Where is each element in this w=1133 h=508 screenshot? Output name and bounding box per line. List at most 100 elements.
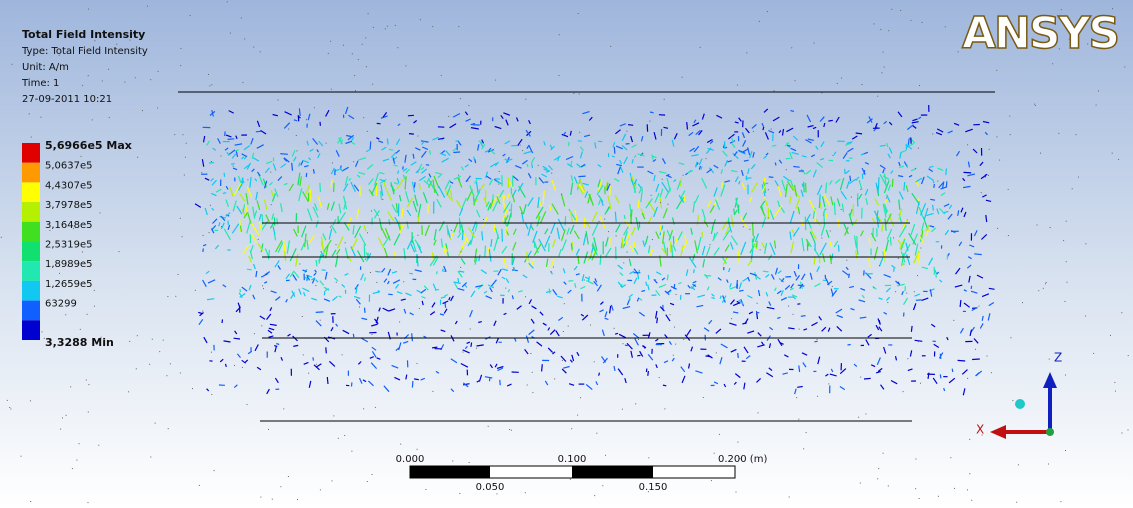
speckle <box>821 92 823 94</box>
field-vector <box>264 167 270 174</box>
scale-label: 0.000 <box>396 454 425 465</box>
field-vector <box>348 114 355 120</box>
field-vector <box>257 173 264 186</box>
field-vector <box>481 143 486 150</box>
field-vector <box>560 229 566 241</box>
field-vector <box>362 379 367 383</box>
field-vector <box>378 307 381 312</box>
speckle <box>417 135 419 137</box>
field-vector <box>791 151 799 155</box>
field-vector <box>962 177 966 182</box>
field-vector <box>701 209 706 221</box>
speckle <box>244 38 246 40</box>
field-vector <box>883 120 888 125</box>
field-vector <box>358 377 363 384</box>
field-vector <box>731 143 736 148</box>
field-vector <box>985 199 992 202</box>
field-vector <box>343 201 347 210</box>
speckle <box>262 285 264 287</box>
speckle <box>1052 63 1054 65</box>
field-vector <box>896 283 905 287</box>
field-vector <box>919 236 925 244</box>
field-vector <box>312 168 315 174</box>
speckle <box>353 161 355 163</box>
field-vector <box>633 242 636 250</box>
speckle <box>220 155 222 157</box>
speckle <box>1127 429 1129 431</box>
speckle <box>605 454 606 456</box>
field-vector <box>482 216 488 227</box>
field-vector <box>681 375 686 384</box>
field-vector <box>338 295 342 298</box>
legend-swatch <box>22 143 40 163</box>
field-vector <box>405 168 410 174</box>
field-vector <box>620 241 623 249</box>
speckle <box>921 22 923 23</box>
field-vector <box>503 312 507 316</box>
speckle <box>98 444 100 446</box>
speckle <box>1071 188 1073 190</box>
field-vector <box>883 346 887 354</box>
speckle <box>483 219 484 220</box>
field-vector <box>541 364 543 372</box>
field-vector <box>830 196 834 206</box>
field-vector <box>342 166 349 172</box>
field-vector <box>798 365 801 373</box>
speckle <box>531 371 533 373</box>
field-vector <box>790 241 795 254</box>
field-vector <box>503 215 509 225</box>
speckle <box>260 496 262 498</box>
speckle <box>537 164 539 166</box>
field-vector <box>981 293 990 298</box>
field-vector <box>539 311 544 316</box>
field-vector <box>898 175 904 178</box>
speckle <box>59 272 60 274</box>
field-vector <box>271 213 275 220</box>
field-vector <box>487 284 495 289</box>
field-vector <box>512 175 519 182</box>
field-vector <box>861 167 866 175</box>
field-vector <box>792 135 799 141</box>
z-label: Z <box>1054 351 1062 365</box>
field-vector <box>738 117 742 122</box>
field-vector <box>410 243 416 253</box>
speckle <box>1098 90 1099 92</box>
field-vector <box>726 279 729 283</box>
field-vector <box>868 256 871 268</box>
field-vector <box>899 238 906 250</box>
field-vector <box>266 388 270 395</box>
field-vector <box>319 182 321 193</box>
speckle <box>229 32 231 34</box>
field-vector <box>198 311 203 315</box>
speckle <box>1121 312 1123 314</box>
speckle <box>521 212 523 214</box>
speckle <box>1016 501 1018 503</box>
field-vector <box>914 293 921 297</box>
field-vector <box>268 335 274 338</box>
speckle <box>1048 358 1050 360</box>
field-vector <box>267 329 273 334</box>
speckle <box>659 202 661 204</box>
speckle <box>184 156 186 158</box>
speckle <box>602 485 604 487</box>
field-vector <box>979 161 984 167</box>
field-vector <box>747 330 755 334</box>
speckle <box>331 480 333 482</box>
field-vector <box>666 274 669 281</box>
field-vector <box>844 168 846 174</box>
field-vector <box>291 162 294 171</box>
field-vector <box>807 138 814 141</box>
field-vector <box>256 120 261 128</box>
speckle <box>1058 48 1060 50</box>
field-vector <box>824 212 828 224</box>
field-vector <box>713 164 719 169</box>
field-vector <box>789 287 794 291</box>
field-vector <box>437 137 445 140</box>
field-vector <box>881 224 884 232</box>
field-vector <box>527 172 532 179</box>
field-vector <box>440 238 444 248</box>
field-vector <box>958 241 963 247</box>
field-vector <box>836 325 843 332</box>
field-vector <box>637 153 645 157</box>
field-vector <box>280 153 288 155</box>
